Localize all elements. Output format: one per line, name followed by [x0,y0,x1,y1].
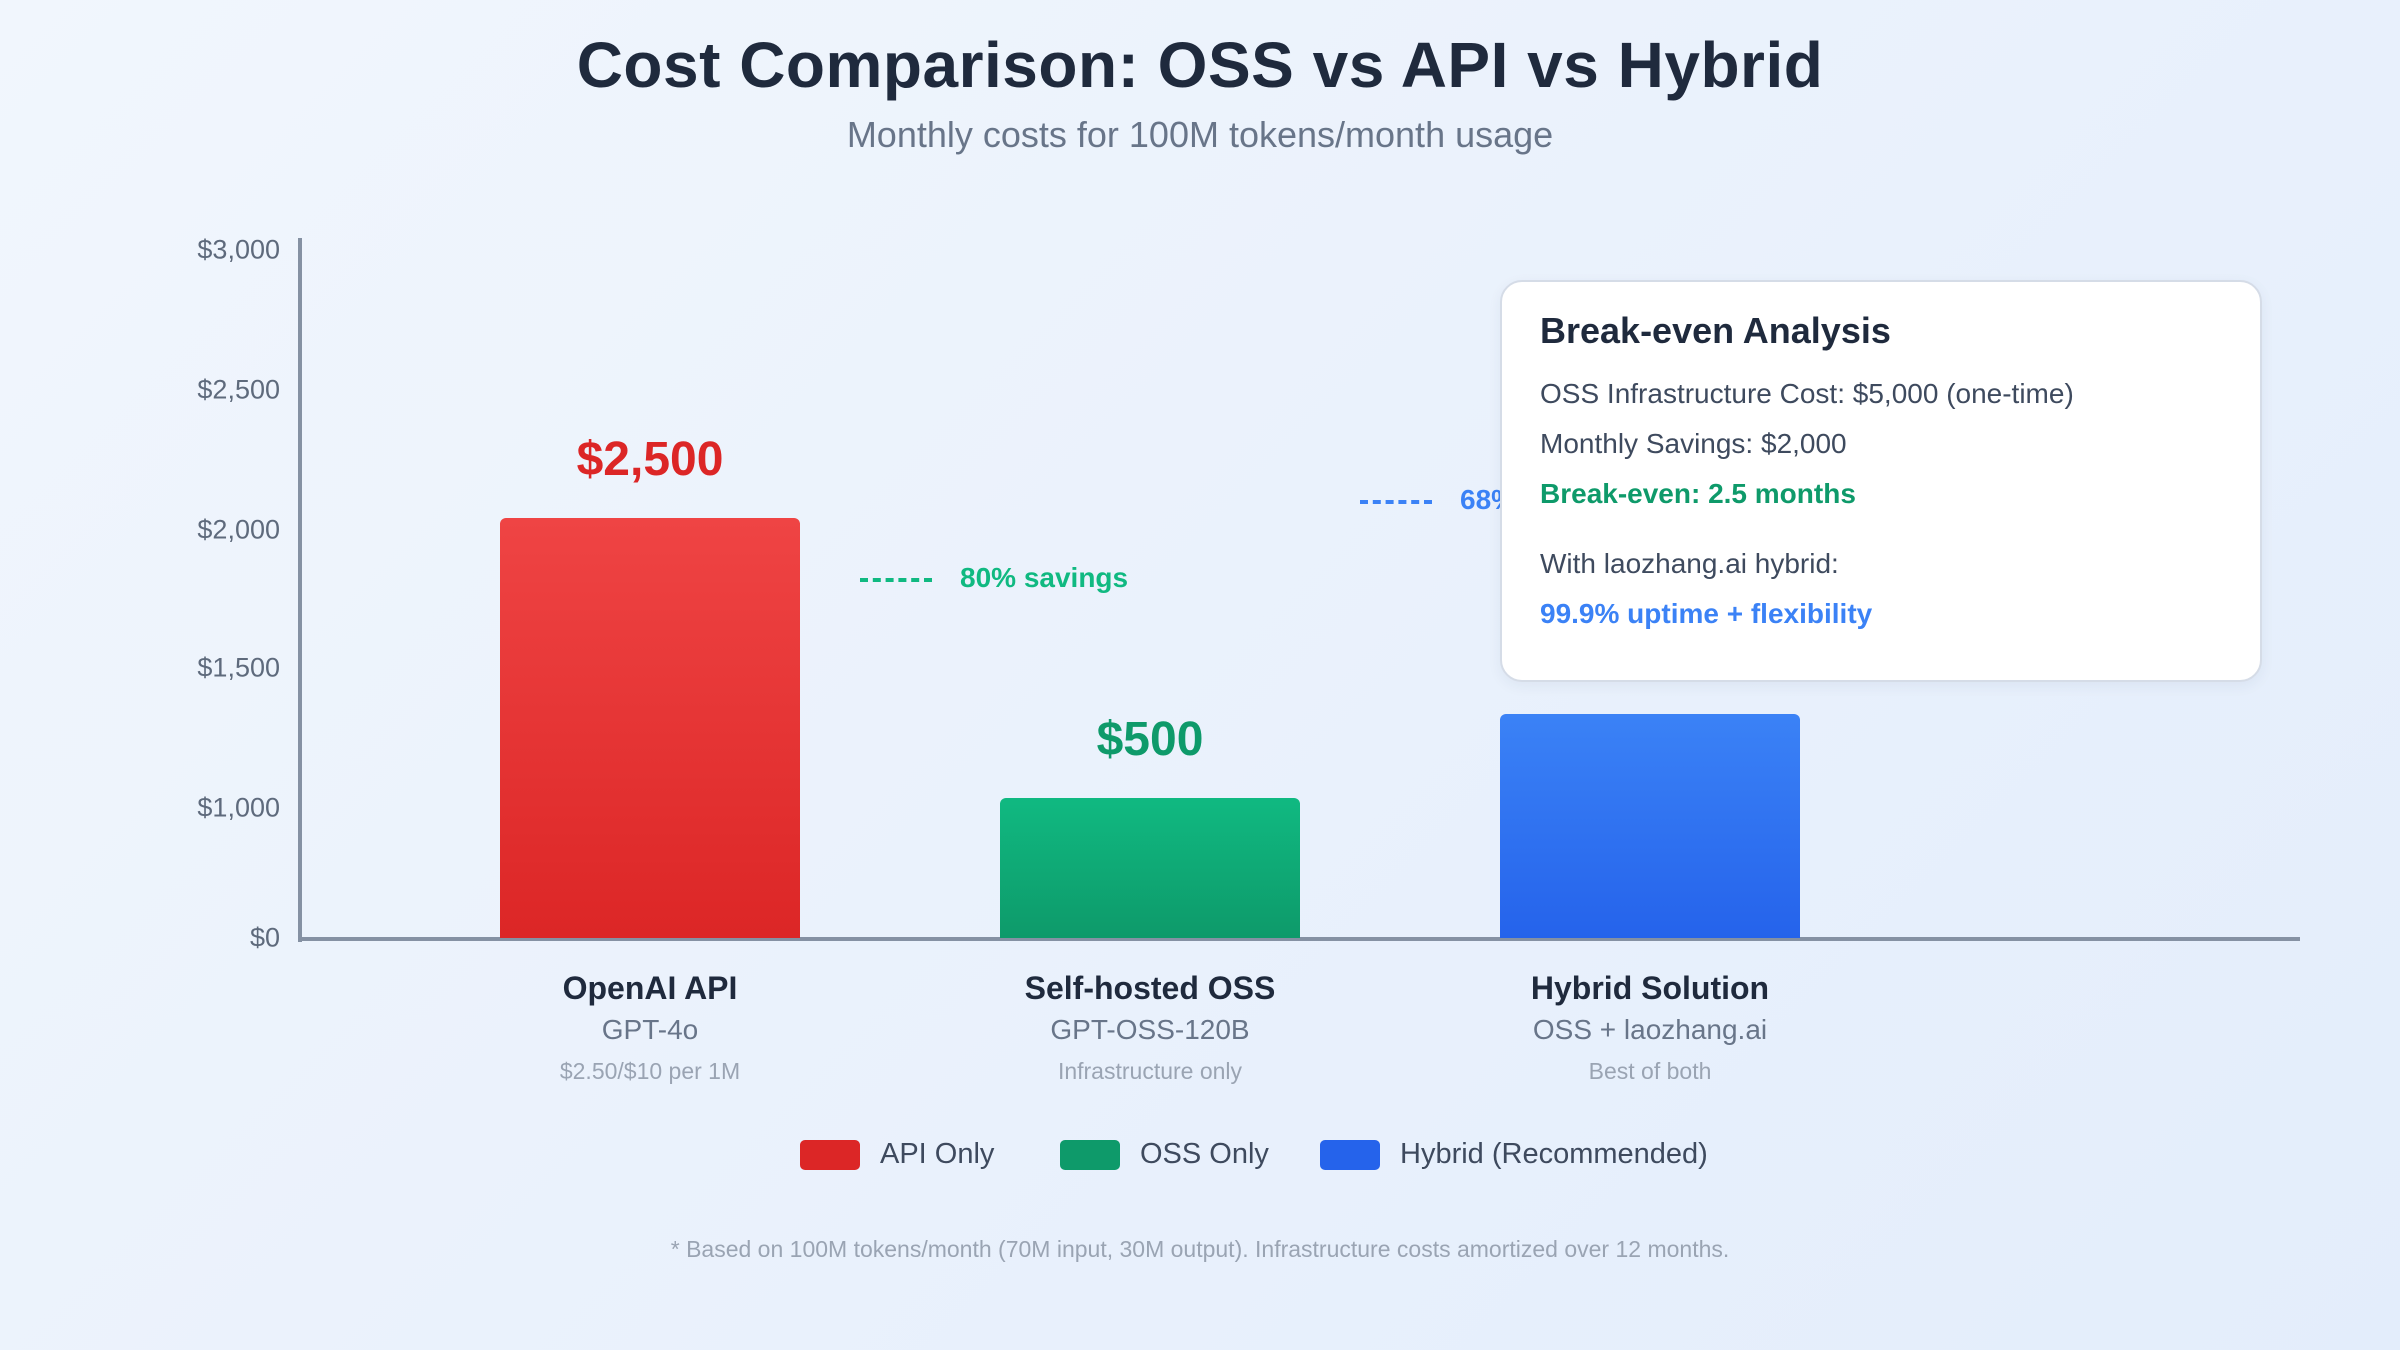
legend-swatch-api [800,1140,860,1170]
legend-label-oss: OSS Only [1140,1138,1269,1170]
hybrid-value-text: 99.9% uptime + flexibility [1540,598,1873,629]
category-name: Hybrid Solution [1530,970,1770,1006]
category-detail: Infrastructure only [1057,1058,1243,1084]
breakeven-card: Break-even Analysis OSS Infrastructure C… [1500,280,2262,682]
savings-annotation: 80% savings [960,562,1129,593]
y-tick-label: $2,000 [197,514,280,545]
bar-value-label: $500 [1096,713,1204,766]
category-model: GPT-OSS-120B [1050,1014,1250,1045]
y-tick-label: $1,500 [197,652,280,683]
legend-swatch-oss [1060,1140,1120,1170]
bar-value-label: $2,500 [576,433,724,486]
infra-cost-text: OSS Infrastructure Cost: $5,000 (one-tim… [1540,378,2074,409]
chart-title: Cost Comparison: OSS vs API vs Hybrid [576,29,1824,101]
y-axis-line [298,238,302,942]
category-detail: Best of both [1588,1058,1712,1084]
savings-dash-line [860,578,932,582]
hybrid-savings-dash-line [1360,500,1432,504]
bar-self-hosted-oss [1000,798,1300,938]
footnote: * Based on 100M tokens/month (70M input,… [670,1236,1730,1262]
bar-openai-api [500,518,800,938]
y-tick-label: $3,000 [197,234,280,265]
category-detail: $2.50/$10 per 1M [559,1058,741,1084]
monthly-savings-text: Monthly Savings: $2,000 [1540,428,1847,459]
category-model: OSS + laozhang.ai [1532,1014,1768,1045]
category-name: OpenAI API [562,970,738,1006]
legend: API Only OSS Only Hybrid (Recommended) [0,1138,2400,1178]
category-model: GPT-4o [601,1014,699,1045]
bar-hybrid-solution [1500,714,1800,938]
breakeven-title: Break-even Analysis [1540,310,1891,351]
legend-label-hybrid: Hybrid (Recommended) [1400,1138,1708,1170]
legend-label-api: API Only [880,1138,995,1170]
chart-subtitle: Monthly costs for 100M tokens/month usag… [846,114,1554,155]
x-axis-line [298,937,2300,941]
y-tick-label: $2,500 [197,374,280,405]
legend-swatch-hybrid [1320,1140,1380,1170]
breakeven-months-text: Break-even: 2.5 months [1540,478,1856,509]
category-name: Self-hosted OSS [1024,970,1276,1006]
hybrid-label-text: With laozhang.ai hybrid: [1540,548,1839,579]
y-tick-label: $1,000 [197,792,280,823]
y-tick-label: $0 [249,922,280,953]
